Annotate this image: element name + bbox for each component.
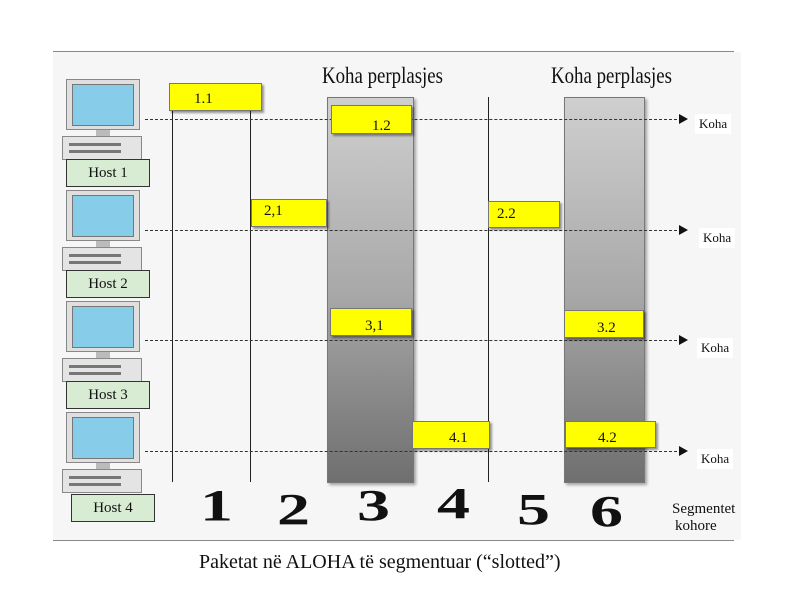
slot-number-6: 6	[590, 487, 623, 536]
collision-column-1	[327, 97, 414, 483]
monitor-stand	[96, 352, 110, 358]
drive-slot	[69, 372, 121, 375]
drive-slot	[69, 476, 121, 479]
slot-axis-label-line1: Segmentet	[672, 501, 736, 517]
packet-3-1: 3,1	[330, 308, 412, 336]
arrow-head-icon	[679, 446, 688, 456]
arrow-head-icon	[679, 225, 688, 235]
screen	[72, 84, 134, 126]
computer-icon	[62, 301, 142, 383]
slot-boundary-line	[172, 97, 173, 482]
computer-base	[62, 136, 142, 160]
drive-slot	[69, 143, 121, 146]
slot-number-1: 1	[200, 481, 233, 530]
packet-4-1: 4.1	[412, 421, 490, 449]
host-label-4: Host 4	[71, 494, 155, 522]
slot-number-2: 2	[277, 485, 310, 534]
drive-slot	[69, 483, 121, 486]
collision-label-2: Koha perplasjes	[551, 63, 672, 88]
slot-boundary-line	[488, 97, 489, 482]
arrow-head-icon	[679, 114, 688, 124]
time-label-host-4: Koha	[697, 449, 734, 469]
packet-3-2: 3.2	[564, 310, 644, 338]
slot-boundary-line	[250, 97, 251, 482]
monitor-stand	[96, 463, 110, 469]
collision-column-2	[564, 97, 645, 483]
drive-slot	[69, 150, 121, 153]
slot-axis-label: Segmentet kohore	[672, 501, 735, 535]
computer-base	[62, 358, 142, 382]
packet-4-2: 4.2	[565, 421, 656, 448]
host-label-1: Host 1	[66, 159, 150, 187]
slot-number-3: 3	[357, 481, 390, 530]
screen	[72, 306, 134, 348]
slot-axis-label-line2: kohore	[675, 518, 717, 534]
monitor-icon	[66, 190, 140, 241]
time-line-host-4	[145, 451, 677, 452]
monitor-icon	[66, 79, 140, 130]
diagram-caption: Paketat në ALOHA të segmentuar (“slotted…	[199, 551, 561, 573]
monitor-stand	[96, 241, 110, 247]
computer-base	[62, 469, 142, 493]
computer-icon	[62, 190, 142, 272]
arrow-head-icon	[679, 335, 688, 345]
computer-base	[62, 247, 142, 271]
screen	[72, 195, 134, 237]
monitor-stand	[96, 130, 110, 136]
collision-label-1: Koha perplasjes	[322, 63, 443, 88]
computer-icon	[62, 412, 142, 494]
time-label-host-3: Koha	[697, 338, 734, 358]
time-line-host-3	[145, 340, 677, 341]
slot-number-5: 5	[517, 485, 550, 534]
host-label-2: Host 2	[66, 270, 150, 298]
drive-slot	[69, 254, 121, 257]
time-line-host-2	[145, 230, 677, 231]
host-label-3: Host 3	[66, 381, 150, 409]
monitor-icon	[66, 301, 140, 352]
top-rule	[53, 51, 734, 52]
screen	[72, 417, 134, 459]
packet-1-2: 1.2	[331, 105, 412, 134]
drive-slot	[69, 365, 121, 368]
time-label-host-1: Koha	[695, 114, 732, 134]
monitor-icon	[66, 412, 140, 463]
time-label-host-2: Koha	[699, 228, 736, 248]
computer-icon	[62, 79, 142, 161]
bottom-rule	[53, 540, 734, 541]
packet-2-2: 2.2	[488, 201, 560, 228]
drive-slot	[69, 261, 121, 264]
packet-2-1: 2,1	[251, 199, 327, 227]
packet-1-1: 1.1	[169, 83, 262, 111]
slot-number-4: 4	[437, 479, 470, 528]
